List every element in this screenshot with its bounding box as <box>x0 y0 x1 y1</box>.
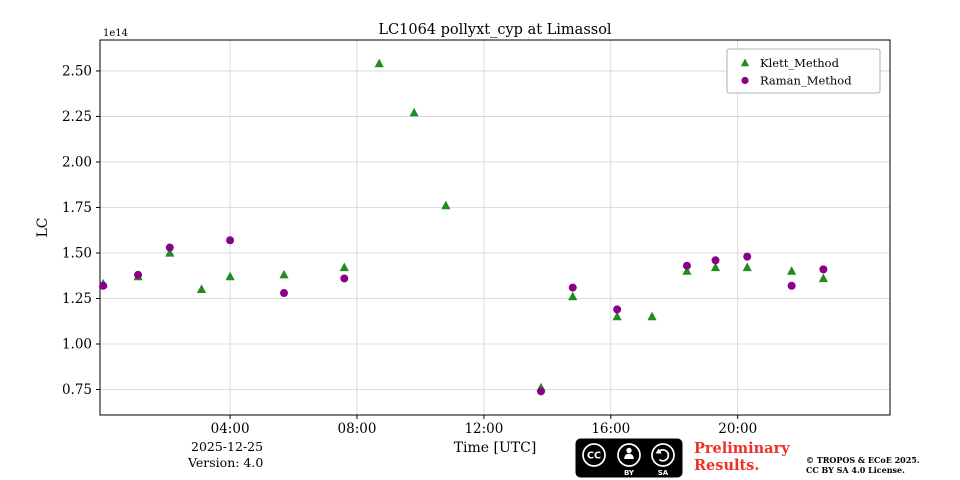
by-label: BY <box>624 469 635 477</box>
svg-text:0.75: 0.75 <box>62 382 92 398</box>
x-axis-label: Time [UTC] <box>454 440 537 456</box>
cc-by-sa-badge: CC BY SA <box>575 438 683 478</box>
preliminary-note: Preliminary Results. <box>694 440 790 474</box>
svg-text:LC: LC <box>35 217 51 237</box>
sa-arrow-icon <box>657 449 670 462</box>
svg-text:20:00: 20:00 <box>718 421 757 437</box>
y-offset-label: 1e14 <box>103 28 128 39</box>
preliminary-line2: Results. <box>694 457 760 474</box>
axes: 04:00 08:00 12:00 16:00 20:00 0.75 1.00 1.25 1.5… <box>62 39 891 437</box>
legend: Klett_Method Raman_Method <box>726 48 881 94</box>
version-label: Version: 4.0 <box>188 455 264 470</box>
svg-text:LC1064 pollyxt_cyp at Limassol: LC1064 pollyxt_cyp at Limassol <box>378 22 612 38</box>
series-Klett_Method <box>98 58 828 392</box>
svg-text:Klett_Method: Klett_Method <box>760 56 840 70</box>
chart-title: LC1064 pollyxt_cyp at Limassol <box>378 22 612 38</box>
by-icon <box>617 443 641 467</box>
svg-text:1.75: 1.75 <box>62 200 92 216</box>
svg-text:Raman_Method: Raman_Method <box>760 74 852 88</box>
svg-text:16:00: 16:00 <box>591 421 630 437</box>
svg-text:2.00: 2.00 <box>62 154 92 170</box>
svg-text:1.25: 1.25 <box>62 291 92 307</box>
svg-text:2.50: 2.50 <box>62 63 92 79</box>
sa-arrowhead-icon <box>655 448 662 454</box>
preliminary-line1: Preliminary <box>694 440 790 457</box>
svg-text:08:00: 08:00 <box>338 421 377 437</box>
date-label: 2025-12-25 <box>191 439 264 454</box>
copyright-line2: CC BY SA 4.0 License. <box>806 464 905 475</box>
copyright-note: © TROPOS & ECoE 2025. CC BY SA 4.0 Licen… <box>806 455 920 475</box>
svg-text:12:00: 12:00 <box>464 421 503 437</box>
copyright-line1: © TROPOS & ECoE 2025. <box>806 455 920 465</box>
by-person-body-icon <box>624 453 634 459</box>
by-person-head-icon <box>626 447 632 454</box>
gridlines <box>100 40 890 415</box>
cc-icon-text: CC <box>587 451 601 462</box>
series-Raman_Method <box>99 236 828 396</box>
svg-text:04:00: 04:00 <box>211 421 250 437</box>
svg-text:1.00: 1.00 <box>62 337 92 353</box>
cc-icon <box>582 443 606 467</box>
svg-text:Time [UTC]: Time [UTC] <box>454 440 537 456</box>
sa-label: SA <box>658 469 669 477</box>
svg-text:1e14: 1e14 <box>103 28 128 39</box>
sa-icon <box>651 443 675 467</box>
svg-text:1.50: 1.50 <box>62 245 92 261</box>
svg-text:2.25: 2.25 <box>62 109 92 125</box>
y-axis-label: LC <box>35 217 51 237</box>
